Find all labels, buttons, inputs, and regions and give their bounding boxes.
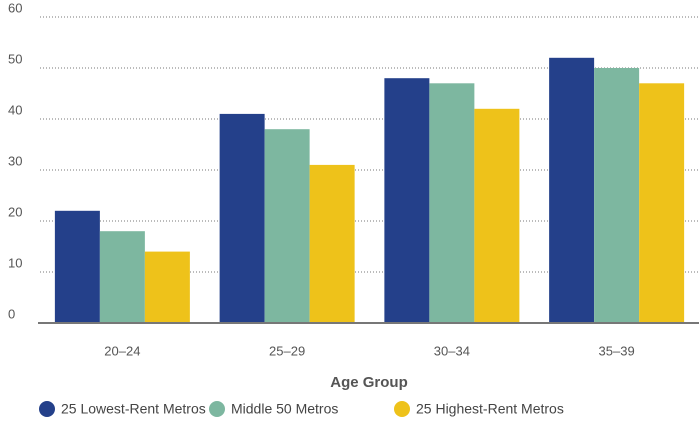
bar <box>264 129 310 323</box>
legend-swatch <box>39 401 55 417</box>
bar <box>309 164 355 323</box>
bar <box>639 83 685 323</box>
bar <box>429 83 475 323</box>
x-tick-label: 30–34 <box>434 343 470 358</box>
y-tick-label: 20 <box>8 204 22 219</box>
legend-swatch <box>394 401 410 417</box>
y-tick-label: 30 <box>8 153 22 168</box>
x-tick-label: 35–39 <box>599 343 635 358</box>
bar <box>219 113 265 324</box>
y-tick-label: 60 <box>8 0 22 15</box>
y-tick-label: 40 <box>8 102 22 117</box>
y-tick-label: 10 <box>8 255 22 270</box>
legend-label: 25 Highest-Rent Metros <box>416 401 564 417</box>
x-tick-label: 25–29 <box>269 343 305 358</box>
bar <box>54 210 100 323</box>
bar <box>474 108 520 323</box>
y-tick-label: 0 <box>8 306 15 321</box>
legend-label: Middle 50 Metros <box>231 401 338 417</box>
y-tick-label: 50 <box>8 51 22 66</box>
bar <box>144 251 190 323</box>
legend-swatch <box>209 401 225 417</box>
x-tick-label: 20–24 <box>104 343 140 358</box>
legend-label: 25 Lowest-Rent Metros <box>61 401 206 417</box>
x-axis-title: Age Group <box>330 374 408 391</box>
bar <box>549 57 595 324</box>
bar <box>384 78 430 323</box>
bar <box>594 68 640 323</box>
bar <box>99 231 145 323</box>
